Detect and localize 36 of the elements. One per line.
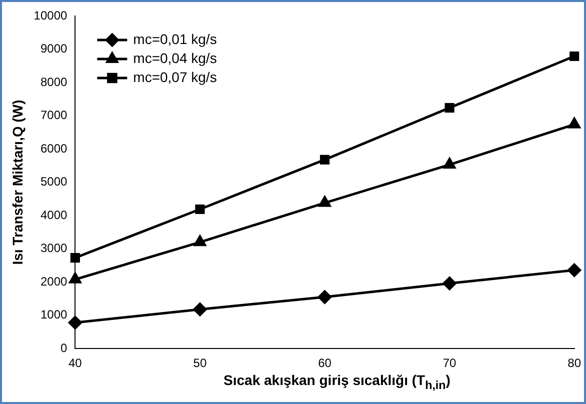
point [318, 196, 331, 207]
y-tick-label: 6000 [40, 141, 68, 156]
point [442, 276, 456, 290]
y-tick-label: 9000 [40, 42, 68, 56]
y-tick-label: 5000 [40, 174, 68, 189]
point [320, 154, 330, 164]
y-tick-label: 3000 [40, 241, 68, 256]
point [444, 103, 454, 113]
point [70, 253, 80, 263]
x-tick-label: 50 [193, 356, 207, 370]
point [195, 204, 205, 214]
legend-label: mc=0,04 kg/s [133, 50, 217, 66]
point [193, 302, 207, 316]
y-tick-label: 2000 [40, 274, 68, 288]
y-axis-title: Isı Transfer Miktarı,Q (W) [9, 100, 26, 265]
y-tick-label: 4000 [40, 208, 68, 222]
point [68, 316, 82, 330]
legend-label: mc=0,01 kg/s [133, 30, 217, 47]
point [570, 51, 580, 62]
x-axis-title: Sıcak akışkan giriş sıcaklığı (T$_{h,in}$) [222, 372, 452, 392]
point [568, 118, 580, 128]
x-tick-label: 60 [318, 356, 332, 370]
x-tick-label: 70 [442, 356, 457, 370]
y-tick-label: 7000 [40, 108, 68, 122]
point [444, 158, 456, 169]
point [194, 235, 206, 246]
point [568, 263, 582, 277]
point [318, 290, 332, 304]
y-tick-label: 0 [60, 340, 68, 355]
y-tick-label: 1000 [40, 308, 68, 322]
point [69, 272, 82, 284]
legend-label: mc=0,07 kg/s [133, 68, 217, 85]
y-tick-label: 8000 [40, 74, 68, 89]
x-tick-label: 80 [568, 356, 582, 370]
y-tick-label: 10000 [34, 8, 68, 22]
x-tick-label: 40 [68, 356, 82, 370]
